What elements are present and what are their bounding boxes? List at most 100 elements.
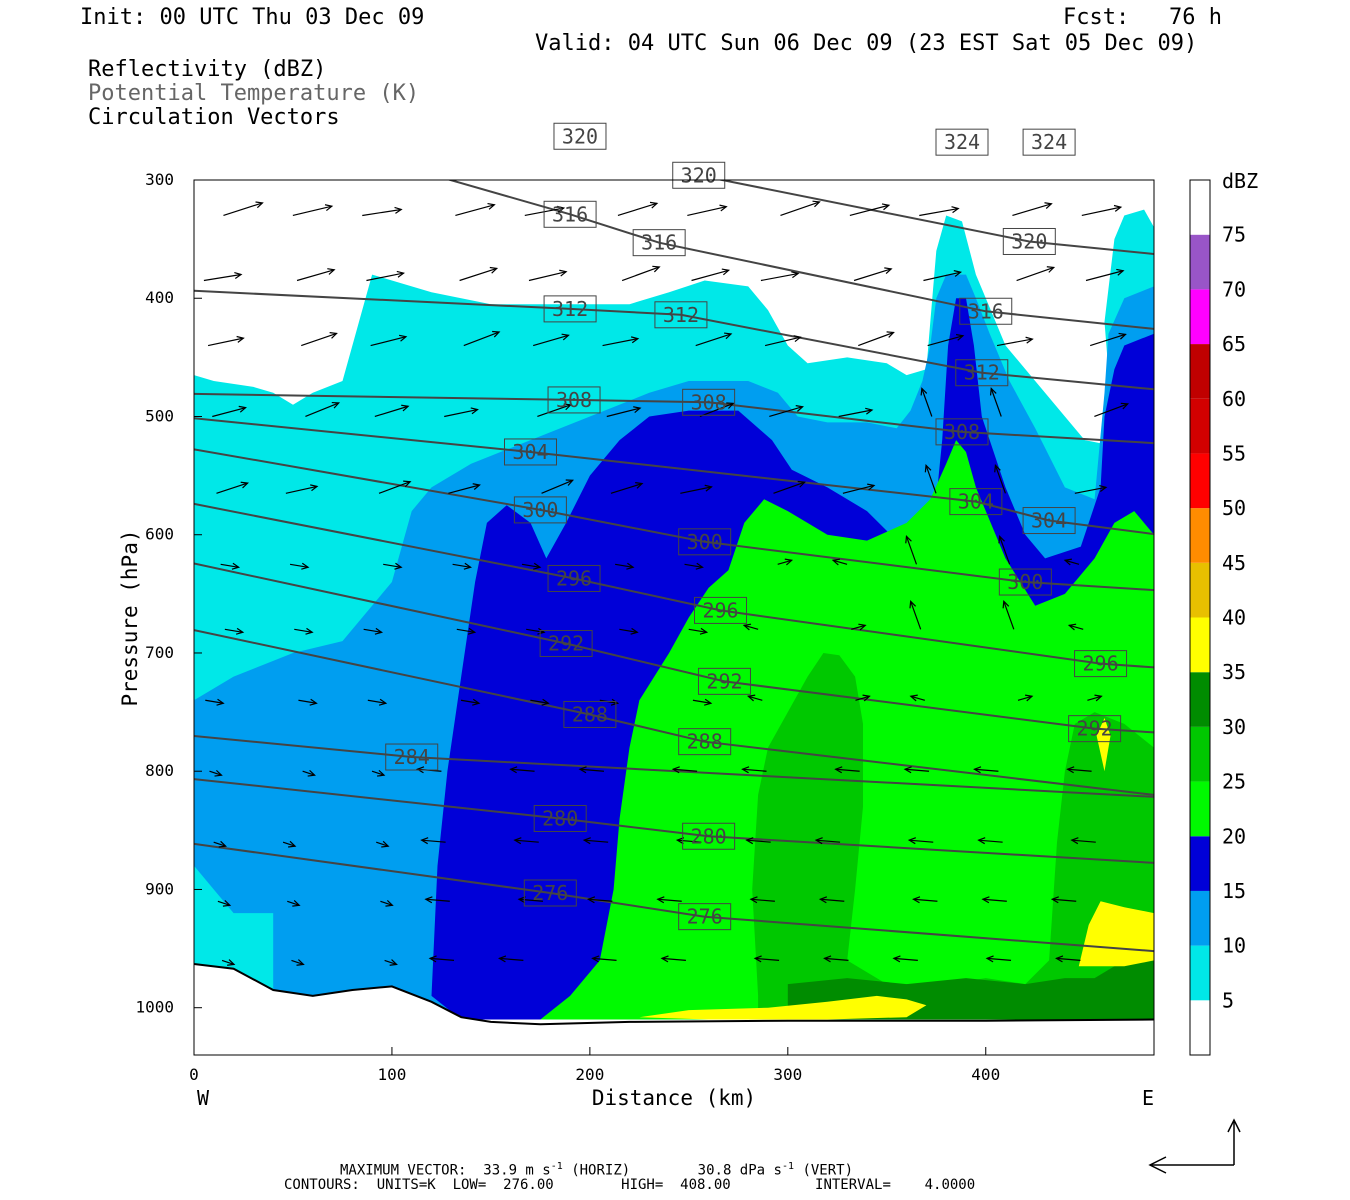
x-axis: 0 100 200 300 400 xyxy=(189,1047,1000,1084)
colorbar-level-label: 55 xyxy=(1222,441,1246,465)
circulation-vector xyxy=(981,896,1007,904)
theta-contour-276 xyxy=(194,842,1154,953)
circulation-vector xyxy=(753,955,780,963)
circulation-vector xyxy=(463,330,501,347)
colorbar-level-label: 35 xyxy=(1222,660,1246,684)
circulation-vector xyxy=(996,336,1034,347)
svg-text:316: 316 xyxy=(641,231,677,255)
circulation-vector xyxy=(296,268,336,282)
circulation-vector xyxy=(1074,485,1108,494)
field-legend-reflectivity: Reflectivity (dBZ) xyxy=(88,57,327,82)
init-time-label: Init: 00 UTC Thu 03 Dec 09 xyxy=(80,5,425,30)
svg-text:308: 308 xyxy=(691,390,727,414)
theta-contour-labels: 276 276 280 280 284 288 288 292 292 292 296 296 296 3… xyxy=(385,122,1128,931)
circulation-vector xyxy=(692,698,713,706)
svg-text:276: 276 xyxy=(687,905,723,929)
colorbar-swatch xyxy=(1190,836,1210,891)
circulation-vector xyxy=(444,407,479,418)
theta-label-300: 300 xyxy=(513,496,567,524)
circulation-vector xyxy=(923,270,962,282)
circulation-vector xyxy=(541,479,575,494)
y-tick-label: 400 xyxy=(145,288,174,307)
theta-label-280: 280 xyxy=(533,805,587,833)
circulation-vector xyxy=(367,698,388,706)
theta-label-312: 312 xyxy=(654,301,708,329)
circulation-vector xyxy=(1016,266,1056,282)
circulation-vector xyxy=(1094,402,1130,418)
svg-text:304: 304 xyxy=(512,440,548,464)
circulation-vector xyxy=(818,896,845,904)
circulation-vector xyxy=(615,562,635,570)
colorbar-level-label: 5 xyxy=(1222,988,1234,1012)
circulation-vector xyxy=(909,694,926,702)
y-tick-label: 600 xyxy=(145,525,174,544)
theta-contours xyxy=(194,180,1154,953)
theta-label-296: 296 xyxy=(547,564,601,592)
y-tick-label: 800 xyxy=(145,761,174,780)
circulation-vector xyxy=(691,268,731,282)
svg-text:320: 320 xyxy=(562,124,598,148)
circulation-vector xyxy=(742,623,759,631)
svg-text:324: 324 xyxy=(1031,130,1067,154)
svg-text:292: 292 xyxy=(706,669,742,693)
colorbar-swatch xyxy=(1190,562,1210,618)
svg-text:288: 288 xyxy=(687,730,723,754)
x-axis-west-label: W xyxy=(197,1086,210,1110)
circulation-vector xyxy=(920,387,933,417)
circulation-vector xyxy=(858,331,895,347)
svg-text:304: 304 xyxy=(1031,509,1067,533)
circulation-vector xyxy=(294,627,314,635)
below-ground-area xyxy=(194,964,1154,1055)
reference-vector-icon xyxy=(1148,1118,1241,1174)
circulation-vector xyxy=(1081,204,1123,217)
x-axis-label: Distance (km) xyxy=(592,1086,756,1110)
theta-label-304: 304 xyxy=(1022,507,1076,535)
circulation-vector xyxy=(764,335,802,347)
circulation-vector xyxy=(302,769,316,777)
svg-text:300: 300 xyxy=(522,498,558,522)
svg-text:316: 316 xyxy=(968,299,1004,323)
circulation-vector xyxy=(892,955,918,963)
colorbar-level-label: 15 xyxy=(1222,879,1246,903)
circulation-vector xyxy=(517,896,544,904)
svg-text:300: 300 xyxy=(687,530,723,554)
circulation-vector xyxy=(1063,558,1080,566)
svg-text:276: 276 xyxy=(532,881,568,905)
plot-frame xyxy=(193,179,1155,1056)
circulation-vector xyxy=(221,959,236,966)
theta-contour-304 xyxy=(194,417,1154,536)
colorbar-level-label: 30 xyxy=(1222,715,1246,739)
svg-text:312: 312 xyxy=(663,303,699,327)
circulation-vector xyxy=(905,534,918,565)
circulation-vector xyxy=(455,202,496,217)
circulation-vector xyxy=(989,387,1002,417)
theta-label-316: 316 xyxy=(959,297,1013,325)
svg-text:296: 296 xyxy=(1082,652,1118,676)
y-tick-label: 1000 xyxy=(135,998,174,1017)
circulation-vector xyxy=(907,837,934,845)
circulation-vector xyxy=(621,265,661,282)
circulation-vector xyxy=(855,694,871,702)
svg-text:280: 280 xyxy=(542,807,578,831)
circulation-vector xyxy=(513,837,539,845)
svg-text:304: 304 xyxy=(958,490,994,514)
circulation-vector xyxy=(380,900,394,907)
theta-label-280: 280 xyxy=(682,822,736,850)
circulation-vector xyxy=(924,464,937,494)
svg-text:308: 308 xyxy=(556,388,592,412)
field-legend-theta: Potential Temperature (K) xyxy=(88,81,420,106)
theta-contour-280 xyxy=(194,778,1154,864)
circulation-vector xyxy=(220,562,241,570)
circulation-vector xyxy=(420,837,446,845)
circulation-vector xyxy=(591,955,617,963)
circulation-vector xyxy=(366,270,405,282)
svg-text:316: 316 xyxy=(552,202,588,226)
circulation-vector xyxy=(209,769,223,777)
circulation-vector xyxy=(582,837,609,845)
circulation-vector xyxy=(217,900,232,907)
circulation-vector xyxy=(223,201,264,217)
circulation-vector xyxy=(851,623,867,631)
theta-contour-316 xyxy=(446,180,1154,330)
reflectivity-region-25dbz xyxy=(752,653,1154,1020)
circulation-vector xyxy=(823,955,849,963)
